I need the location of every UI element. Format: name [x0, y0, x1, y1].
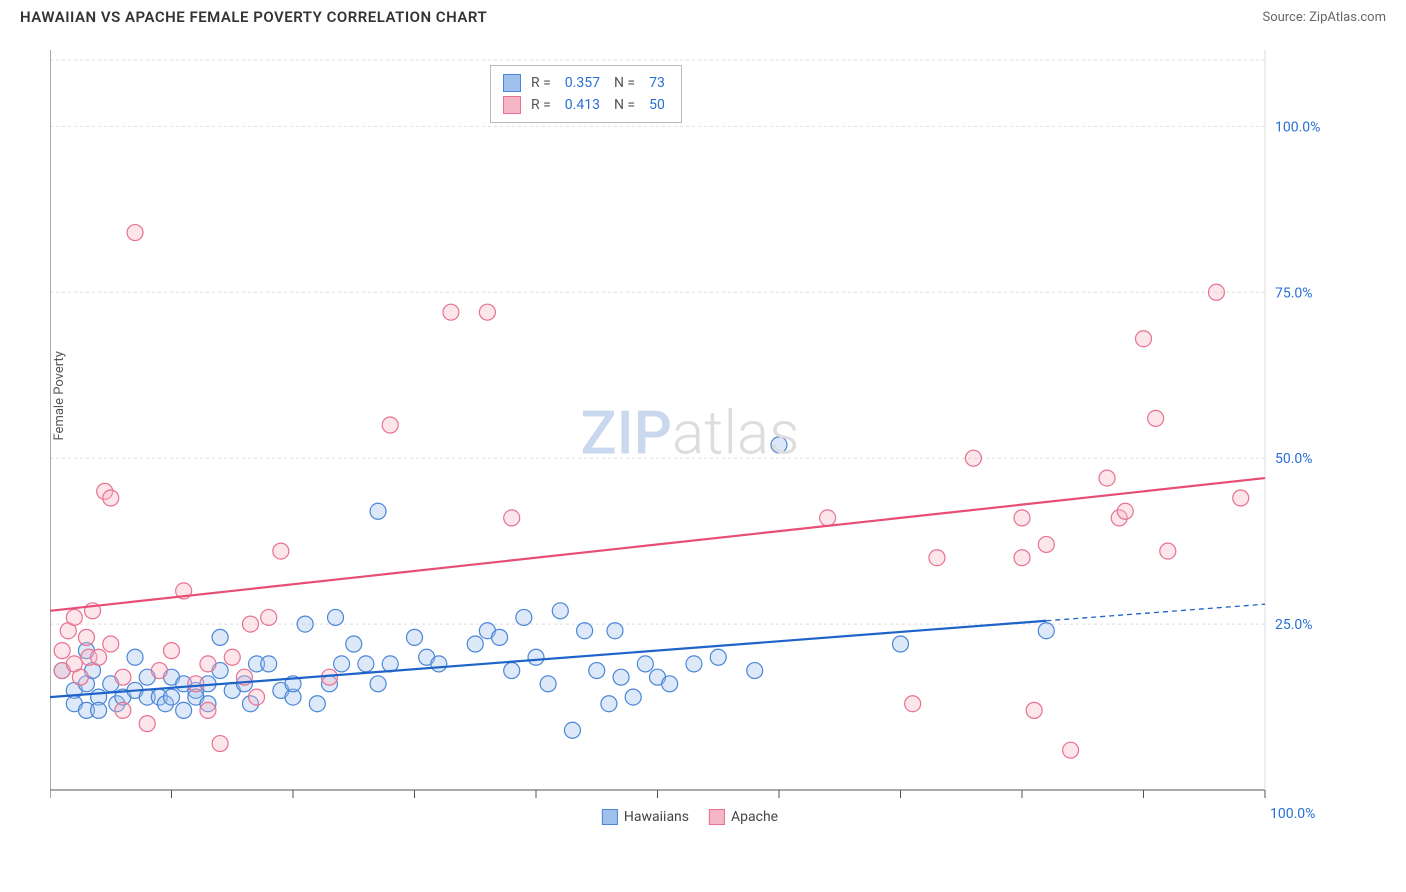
svg-text:100.0%: 100.0%	[1275, 119, 1320, 135]
legend-item-hawaiians: Hawaiians	[602, 809, 689, 825]
n-value-hawaiians: 73	[645, 75, 669, 91]
legend-label-hawaiians: Hawaiians	[624, 809, 689, 825]
legend-swatch-apache	[503, 96, 521, 114]
svg-text:75.0%: 75.0%	[1275, 285, 1313, 301]
legend-item-apache: Apache	[709, 809, 778, 825]
legend-swatch-hawaiians	[503, 74, 521, 92]
n-value-apache: 50	[645, 97, 669, 113]
chart-header: HAWAIIAN VS APACHE FEMALE POVERTY CORREL…	[0, 0, 1406, 30]
y-axis-label: Female Poverty	[52, 351, 67, 440]
svg-text:100.0%: 100.0%	[1270, 806, 1315, 820]
correlation-legend: R =0.357 N =73 R =0.413 N =50	[490, 65, 682, 123]
legend-label-apache: Apache	[731, 809, 778, 825]
scatter-plot: 25.0%50.0%75.0%100.0%0.0%100.0%	[50, 45, 1330, 820]
series-legend: Hawaiians Apache	[602, 809, 778, 825]
r-value-hawaiians: 0.357	[561, 75, 604, 91]
swatch-hawaiians	[602, 809, 618, 825]
swatch-apache	[709, 809, 725, 825]
svg-text:25.0%: 25.0%	[1275, 617, 1313, 633]
legend-row-apache: R =0.413 N =50	[503, 94, 669, 116]
source-attribution: Source: ZipAtlas.com	[1262, 10, 1386, 25]
r-value-apache: 0.413	[561, 97, 604, 113]
chart-title: HAWAIIAN VS APACHE FEMALE POVERTY CORREL…	[20, 8, 487, 26]
chart-container: 25.0%50.0%75.0%100.0%0.0%100.0% Female P…	[50, 45, 1330, 820]
legend-row-hawaiians: R =0.357 N =73	[503, 72, 669, 94]
svg-text:50.0%: 50.0%	[1275, 451, 1313, 467]
